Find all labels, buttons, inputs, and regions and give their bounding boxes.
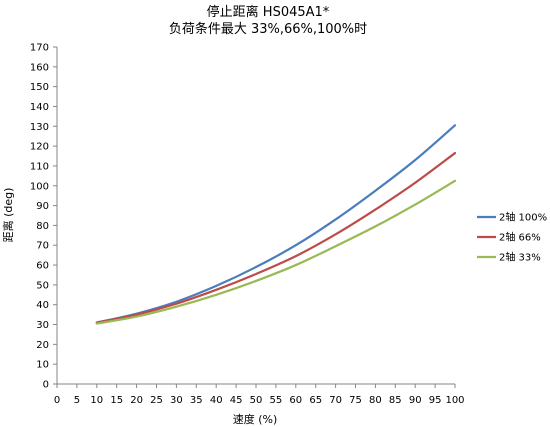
x-tick-label: 85 (389, 395, 402, 406)
y-tick-label: 120 (30, 142, 49, 153)
y-tick-label: 110 (30, 161, 49, 172)
series-line-1 (95, 124, 457, 324)
x-tick-label: 35 (190, 395, 203, 406)
y-tick-label: 10 (36, 360, 49, 371)
legend-label: 2轴 100% (499, 211, 547, 224)
x-tick-label: 45 (230, 395, 243, 406)
y-tick-label: 170 (30, 43, 49, 54)
y-tick-label: 140 (30, 102, 49, 113)
x-tick-label: 75 (349, 395, 362, 406)
x-tick-label: 20 (130, 395, 143, 406)
legend-label: 2轴 66% (499, 231, 541, 244)
series-line-2 (95, 151, 457, 324)
x-tick-label: 0 (54, 395, 60, 406)
y-tick-label: 0 (43, 380, 49, 391)
y-tick-label: 90 (36, 201, 49, 212)
y-tick-label: 50 (36, 280, 49, 291)
legend-item: 2轴 100% (477, 211, 547, 224)
y-tick-label: 80 (36, 221, 49, 232)
x-tick-label: 90 (409, 395, 422, 406)
x-tick-label: 65 (309, 395, 322, 406)
legend-item: 2轴 33% (477, 251, 541, 264)
y-tick-label: 60 (36, 261, 49, 272)
x-tick-label: 10 (90, 395, 103, 406)
x-tick-label: 30 (170, 395, 183, 406)
x-axis-label: 速度 (%) (233, 412, 278, 426)
x-tick-label: 70 (329, 395, 342, 406)
y-tick-label: 40 (36, 300, 49, 311)
x-tick-label: 15 (110, 395, 123, 406)
y-tick-label: 150 (30, 82, 49, 93)
x-tick-label: 55 (270, 395, 283, 406)
legend-label: 2轴 33% (499, 251, 541, 264)
chart-title: 停止距离 HS045A1* (207, 4, 330, 20)
x-tick-label: 95 (429, 395, 442, 406)
y-tick-label: 130 (30, 122, 49, 133)
x-tick-label: 25 (150, 395, 163, 406)
y-tick-label: 160 (30, 62, 49, 73)
y-tick-label: 20 (36, 340, 49, 351)
legend-item: 2轴 66% (477, 231, 541, 244)
chart-subtitle: 负荷条件最大 33%,66%,100%时 (169, 21, 367, 37)
x-tick-label: 40 (210, 395, 223, 406)
y-axis-label: 距离 (deg) (1, 188, 15, 243)
x-tick-label: 100 (445, 395, 464, 406)
x-tick-label: 5 (74, 395, 80, 406)
y-tick-label: 30 (36, 320, 49, 331)
series-line-3 (95, 179, 457, 325)
x-tick-label: 80 (369, 395, 382, 406)
x-tick-label: 60 (289, 395, 302, 406)
y-tick-label: 100 (30, 181, 49, 192)
y-tick-label: 70 (36, 241, 49, 252)
legend: 2轴 100% 2轴 66% 2轴 33% (477, 211, 547, 264)
plot-area: 0102030405060708090100110120130140150160… (30, 43, 465, 407)
x-tick-label: 50 (250, 395, 263, 406)
